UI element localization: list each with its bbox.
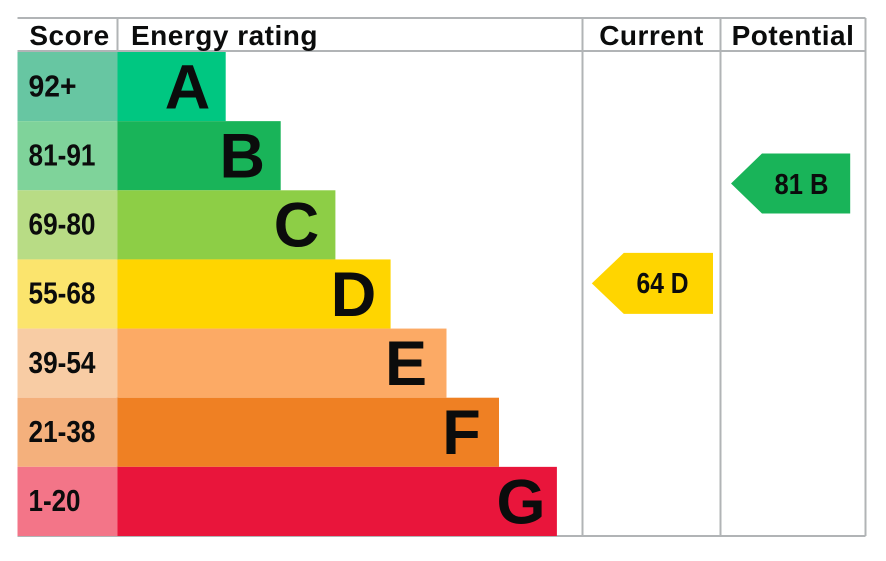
svg-text:E: E xyxy=(385,329,427,399)
svg-text:Potential: Potential xyxy=(732,20,855,51)
svg-text:1-20: 1-20 xyxy=(29,483,81,518)
svg-text:Score: Score xyxy=(29,20,109,51)
svg-text:G: G xyxy=(496,467,545,537)
svg-text:D: D xyxy=(331,260,377,330)
svg-text:81-91: 81-91 xyxy=(29,138,96,173)
svg-text:F: F xyxy=(442,398,480,468)
svg-text:C: C xyxy=(274,191,320,261)
svg-text:64 D: 64 D xyxy=(637,268,689,300)
svg-text:21-38: 21-38 xyxy=(29,414,96,449)
svg-text:B: B xyxy=(220,122,266,192)
svg-text:81 B: 81 B xyxy=(775,169,829,201)
svg-text:Energy rating: Energy rating xyxy=(131,20,318,51)
svg-text:69-80: 69-80 xyxy=(29,207,96,242)
svg-text:92+: 92+ xyxy=(29,69,77,104)
svg-text:39-54: 39-54 xyxy=(29,345,97,380)
svg-text:55-68: 55-68 xyxy=(29,276,96,311)
svg-text:A: A xyxy=(165,52,211,122)
svg-text:Current: Current xyxy=(599,20,704,51)
